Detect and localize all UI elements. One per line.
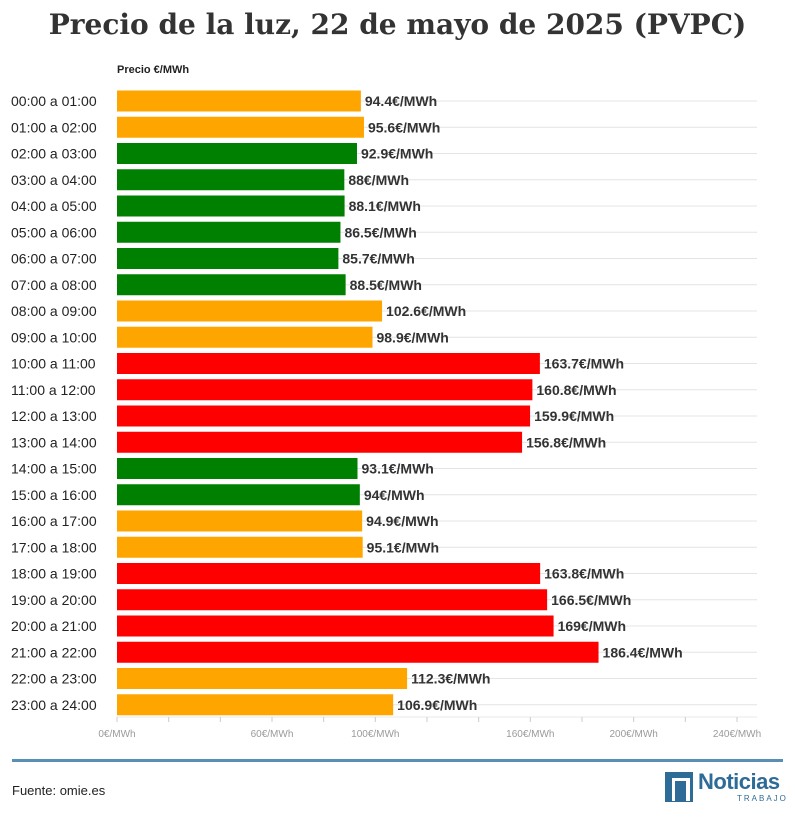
value-label: 88.1€/MWh <box>349 198 421 214</box>
gridlines <box>117 100 757 706</box>
logo-mark-icon <box>665 772 693 802</box>
value-label: 156.8€/MWh <box>526 434 606 450</box>
category-label: 20:00 a 21:00 <box>11 618 97 634</box>
bar <box>117 431 523 453</box>
category-label: 11:00 a 12:00 <box>11 382 96 398</box>
x-tick-label: 100€/MWh <box>351 729 399 740</box>
value-label: 166.5€/MWh <box>551 592 631 608</box>
x-axis-ticks: 0€/MWh 60€/MWh 100€/MWh 160€/MWh 200€/MWh 240… <box>98 716 761 740</box>
x-tick-label: 60€/MWh <box>251 729 294 740</box>
category-label: 17:00 a 18:00 <box>11 539 97 555</box>
value-label: 94.9€/MWh <box>366 513 438 529</box>
value-label: 86.5€/MWh <box>344 224 416 240</box>
category-label: 08:00 a 09:00 <box>11 303 97 319</box>
category-label: 00:00 a 01:00 <box>11 93 97 109</box>
bar <box>117 405 531 427</box>
value-label: 186.4€/MWh <box>603 644 683 660</box>
category-label: 19:00 a 20:00 <box>11 592 97 608</box>
bar <box>117 458 358 479</box>
bar <box>117 300 383 322</box>
bar <box>117 221 341 243</box>
logo-subtitle: TRABAJO <box>737 794 788 803</box>
bar <box>117 248 339 269</box>
value-label: 85.7€/MWh <box>342 251 414 267</box>
footer-divider <box>12 759 783 762</box>
value-label: 88.5€/MWh <box>350 277 422 293</box>
noticias-trabajo-logo[interactable]: Noticias TRABAJO <box>665 769 788 804</box>
bar <box>117 326 373 348</box>
category-label: 23:00 a 24:00 <box>11 697 97 713</box>
source-note: Fuente: omie.es <box>12 783 106 798</box>
value-label: 163.8€/MWh <box>544 566 624 582</box>
x-tick-label: 200€/MWh <box>609 729 657 740</box>
bar <box>117 694 394 716</box>
value-label: 106.9€/MWh <box>397 697 477 713</box>
category-label: 12:00 a 13:00 <box>11 408 97 424</box>
category-label: 03:00 a 04:00 <box>11 172 97 188</box>
bar <box>117 641 599 663</box>
value-label: 88€/MWh <box>348 172 409 188</box>
chart-title: Precio de la luz, 22 de mayo de 2025 (PV… <box>48 8 747 41</box>
category-label: 06:00 a 07:00 <box>11 251 97 267</box>
value-label: 159.9€/MWh <box>534 408 614 424</box>
bar <box>117 274 346 296</box>
value-label: 163.7€/MWh <box>544 356 624 372</box>
bar <box>117 536 363 558</box>
bar <box>117 353 540 374</box>
bar-chart: Precio €/MWh 00:00 a 01:00 94.4€/MWh 01:00… <box>11 64 761 740</box>
bar <box>117 668 408 689</box>
bar <box>117 169 345 191</box>
bar <box>117 379 533 401</box>
value-label: 92.9€/MWh <box>361 146 433 162</box>
value-label: 160.8€/MWh <box>536 382 616 398</box>
bar <box>117 615 554 637</box>
bar <box>117 589 548 611</box>
category-label: 14:00 a 15:00 <box>11 461 97 477</box>
category-label: 07:00 a 08:00 <box>11 277 97 293</box>
category-label: 04:00 a 05:00 <box>11 198 97 214</box>
category-label: 13:00 a 14:00 <box>11 434 97 450</box>
value-label: 94€/MWh <box>364 487 425 503</box>
category-label: 15:00 a 16:00 <box>11 487 97 503</box>
value-label: 94.4€/MWh <box>365 93 437 109</box>
bar <box>117 143 357 164</box>
bar <box>117 563 541 584</box>
value-label: 95.6€/MWh <box>368 119 440 135</box>
category-label: 09:00 a 10:00 <box>11 329 97 345</box>
category-label: 16:00 a 17:00 <box>11 513 97 529</box>
category-label: 02:00 a 03:00 <box>11 146 97 162</box>
bars-group: 00:00 a 01:00 94.4€/MWh 01:00 a 02:00 95.6€… <box>11 90 683 716</box>
bar <box>117 510 363 532</box>
value-label: 102.6€/MWh <box>386 303 466 319</box>
x-tick-label: 160€/MWh <box>506 729 554 740</box>
value-label: 112.3€/MWh <box>411 671 490 687</box>
category-label: 21:00 a 22:00 <box>11 644 97 660</box>
category-label: 18:00 a 19:00 <box>11 566 97 582</box>
category-label: 01:00 a 02:00 <box>11 119 97 135</box>
bar <box>117 90 361 112</box>
x-tick-label: 0€/MWh <box>98 729 135 740</box>
value-label: 95.1€/MWh <box>367 539 439 555</box>
category-label: 10:00 a 11:00 <box>11 356 96 372</box>
value-label: 169€/MWh <box>558 618 626 634</box>
category-label: 05:00 a 06:00 <box>11 224 97 240</box>
value-label: 93.1€/MWh <box>362 461 434 477</box>
bar <box>117 484 360 506</box>
bar <box>117 195 345 217</box>
y-axis-title: Precio €/MWh <box>117 64 189 76</box>
value-label: 98.9€/MWh <box>376 329 448 345</box>
logo-wordmark: Noticias <box>698 769 780 794</box>
category-label: 22:00 a 23:00 <box>11 671 97 687</box>
x-tick-label: 240€/MWh <box>713 729 761 740</box>
bar <box>117 116 364 138</box>
